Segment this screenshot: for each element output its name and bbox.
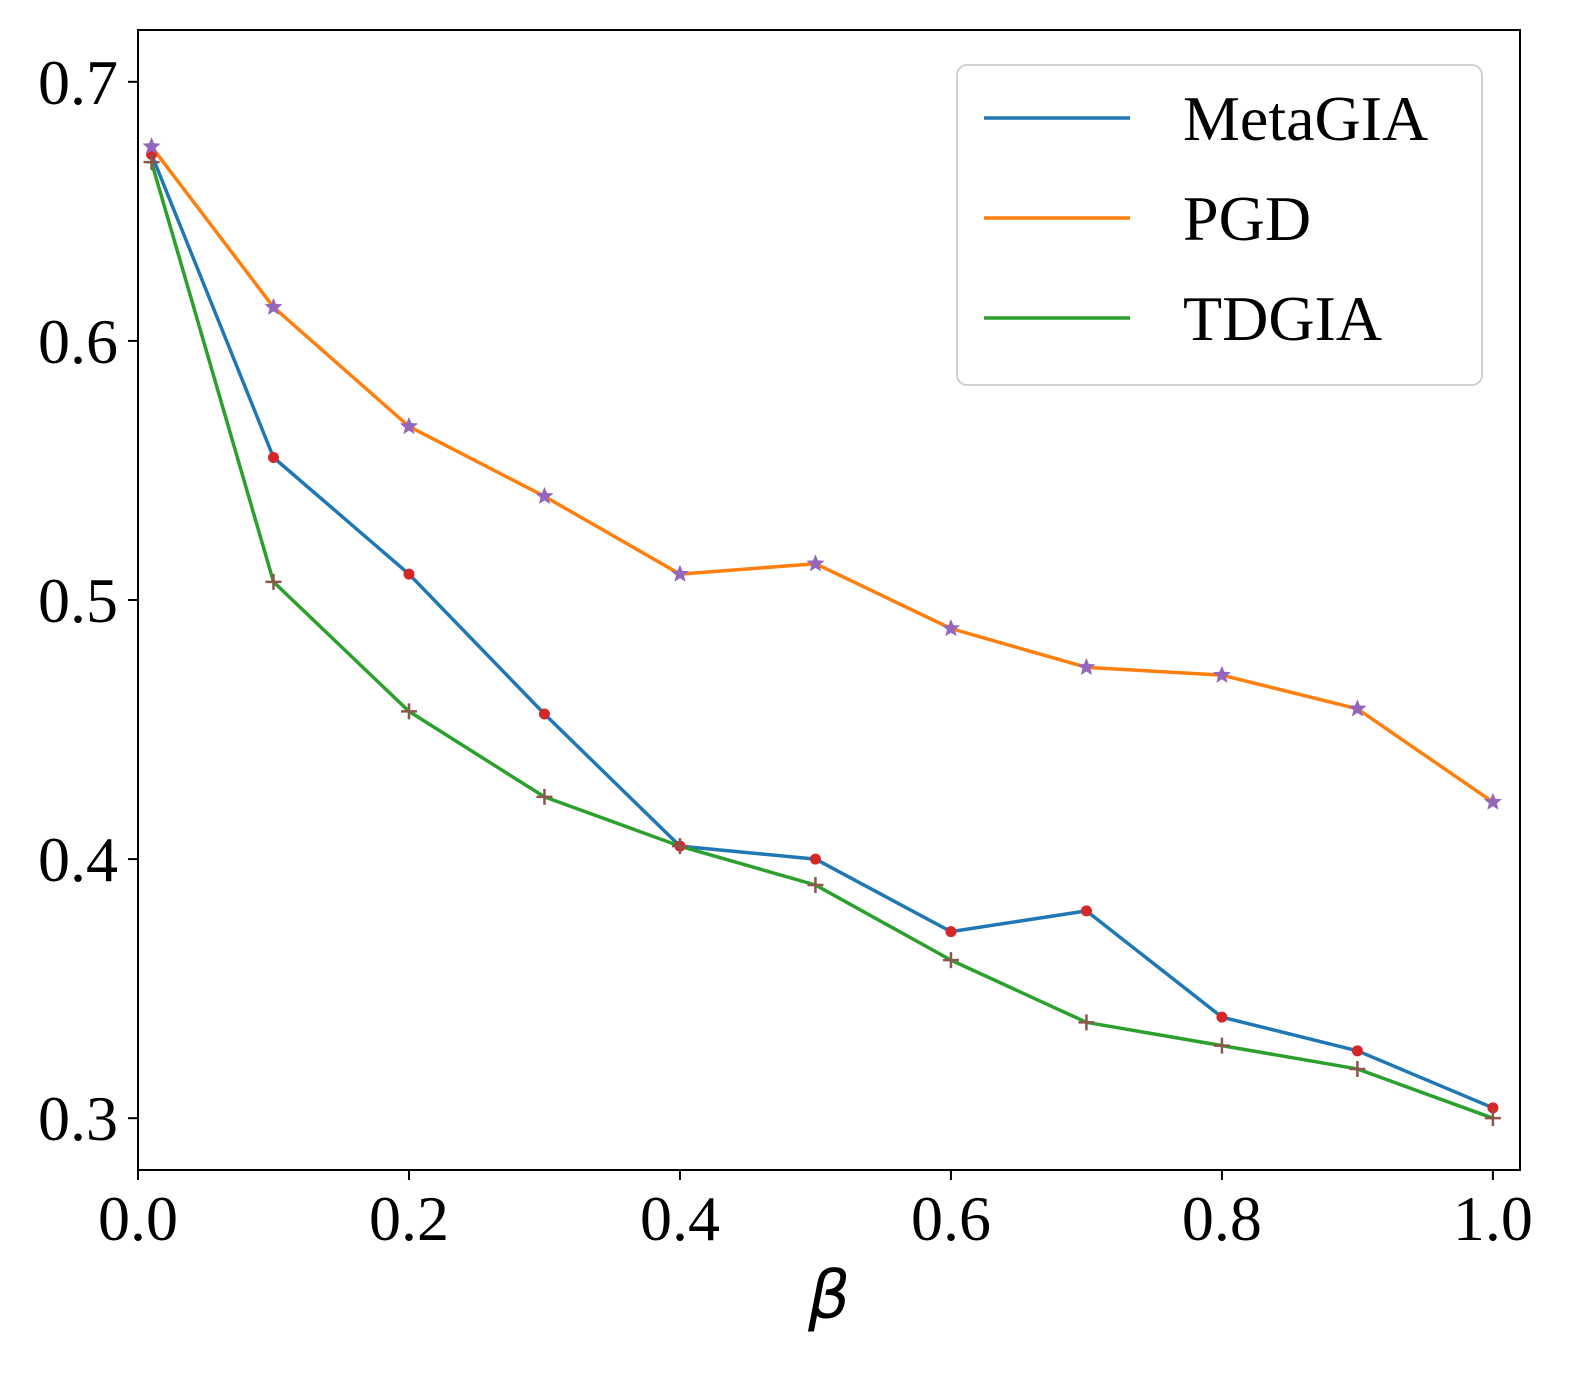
data-point-metagia <box>809 853 821 865</box>
data-point-pgd <box>670 564 689 582</box>
data-point-pgd <box>806 554 825 572</box>
data-point-pgd <box>941 619 960 637</box>
x-tick-label: 0.4 <box>640 1183 720 1254</box>
legend-label-metagia: MetaGIA <box>1183 83 1428 154</box>
data-point-tdgia <box>1349 1060 1366 1077</box>
data-point-pgd <box>399 416 419 435</box>
y-tick-label: 0.7 <box>38 47 118 118</box>
legend-label-pgd: PGD <box>1183 183 1311 254</box>
data-point-tdgia <box>1078 1014 1095 1031</box>
legend-box <box>956 64 1483 386</box>
y-tick-label: 0.6 <box>38 306 118 377</box>
data-point-metagia <box>1487 1102 1499 1114</box>
data-point-tdgia <box>143 154 160 171</box>
data-point-pgd <box>264 297 283 315</box>
x-tick-label: 1.0 <box>1453 1183 1533 1254</box>
y-tick-label: 0.5 <box>38 565 118 636</box>
data-point-metagia <box>1216 1011 1228 1023</box>
data-point-tdgia <box>265 573 282 590</box>
data-point-metagia <box>267 452 279 463</box>
data-point-pgd <box>1212 665 1231 683</box>
data-point-tdgia <box>807 877 824 893</box>
marker-layer <box>142 137 1502 1127</box>
data-point-metagia <box>403 568 415 580</box>
legend: MetaGIA PGD TDGIA <box>956 64 1483 386</box>
x-tick-label: 0.6 <box>911 1183 991 1254</box>
x-tick-label: 0.2 <box>369 1183 449 1254</box>
x-tick-label: 0.0 <box>98 1183 178 1254</box>
x-axis-label: β <box>807 1257 850 1334</box>
data-point-pgd <box>1483 792 1502 810</box>
data-point-metagia <box>1080 905 1092 917</box>
data-point-tdgia <box>1213 1037 1230 1054</box>
data-point-metagia <box>1351 1045 1363 1057</box>
data-point-metagia <box>945 926 957 938</box>
y-tick-label: 0.3 <box>38 1083 118 1154</box>
axis-layer: 0.0 0.2 0.4 0.6 0.8 1.0 0.3 0.4 0.5 0.6 0.7 <box>38 47 1533 1254</box>
y-tick-label: 0.4 <box>38 824 118 895</box>
x-tick-label: 0.8 <box>1182 1183 1262 1254</box>
data-point-tdgia <box>1484 1110 1501 1127</box>
data-point-pgd <box>1348 699 1367 717</box>
data-point-tdgia <box>671 838 688 855</box>
data-point-tdgia <box>942 952 959 969</box>
data-point-pgd <box>142 137 161 155</box>
data-point-pgd <box>1077 657 1096 676</box>
data-point-metagia <box>538 708 550 720</box>
data-point-pgd <box>535 486 554 505</box>
data-point-tdgia <box>536 788 553 805</box>
legend-label-tdgia: TDGIA <box>1183 283 1382 354</box>
data-point-tdgia <box>400 703 417 720</box>
